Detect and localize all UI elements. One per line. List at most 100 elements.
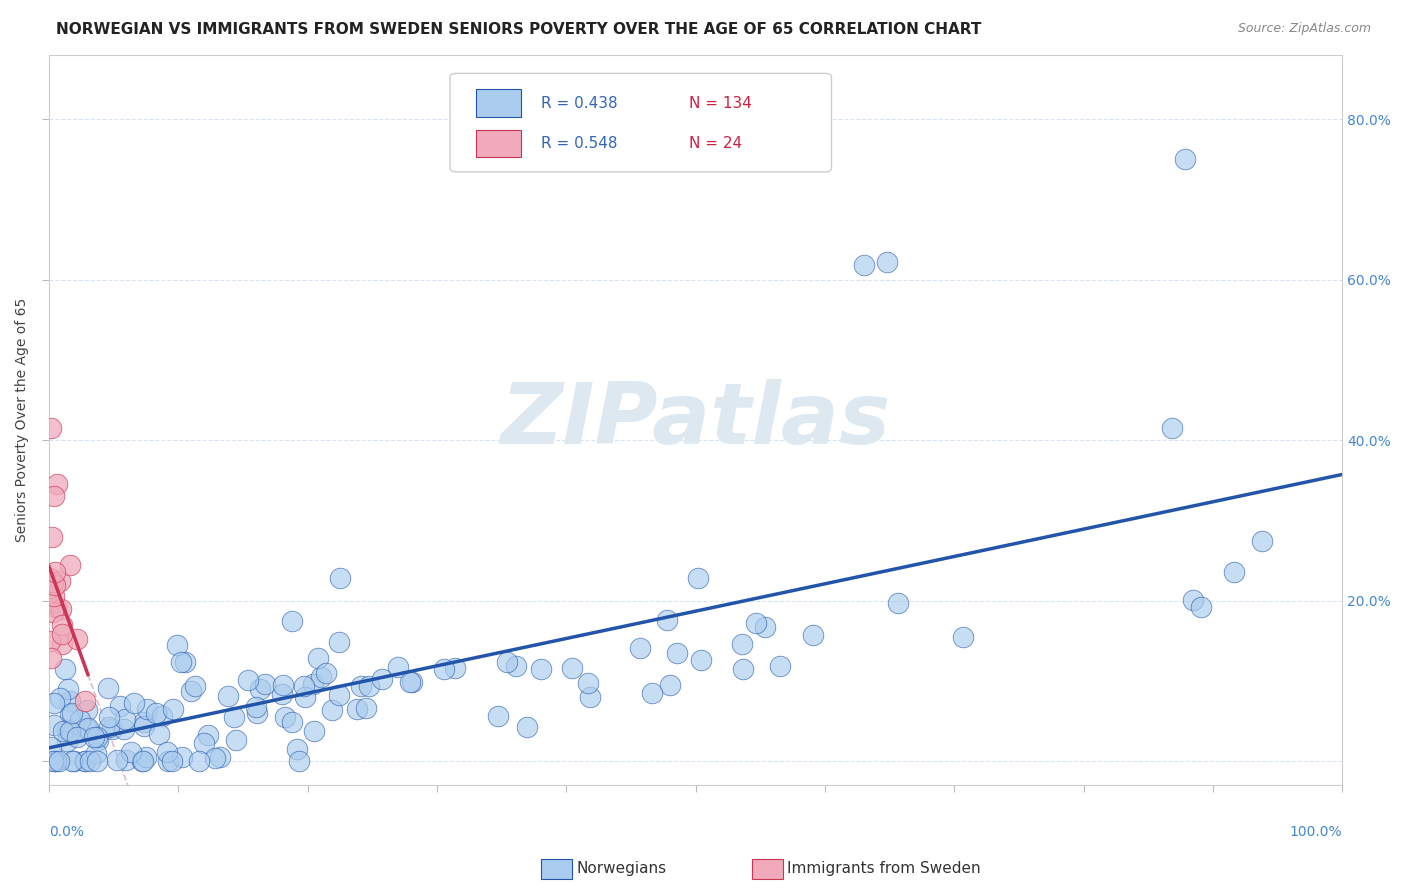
Point xyxy=(73,754,96,768)
Point xyxy=(73,754,96,768)
Point xyxy=(115,753,138,767)
Point xyxy=(120,745,142,759)
Point xyxy=(157,754,180,768)
Point xyxy=(51,627,73,641)
Point xyxy=(86,732,108,747)
Text: N = 24: N = 24 xyxy=(689,136,742,151)
Point xyxy=(49,574,72,589)
Point xyxy=(302,677,325,691)
Point xyxy=(112,722,135,736)
Point xyxy=(76,703,98,717)
Point xyxy=(101,722,124,736)
Point xyxy=(876,255,898,269)
Point xyxy=(281,715,304,730)
Point xyxy=(754,620,776,634)
Point xyxy=(579,690,602,705)
Point xyxy=(59,723,82,738)
Point xyxy=(659,677,682,691)
Point xyxy=(156,745,179,759)
Point xyxy=(39,421,62,435)
Point xyxy=(1173,153,1195,167)
Point xyxy=(496,655,519,669)
Point xyxy=(399,675,422,690)
Point xyxy=(86,746,108,760)
FancyBboxPatch shape xyxy=(475,129,522,157)
Point xyxy=(98,720,121,734)
Point xyxy=(134,719,156,733)
Text: R = 0.438: R = 0.438 xyxy=(540,95,617,111)
Point xyxy=(288,754,311,768)
Point xyxy=(1250,533,1272,548)
Text: Immigrants from Sweden: Immigrants from Sweden xyxy=(787,862,981,876)
Point xyxy=(731,637,754,651)
Point xyxy=(42,754,65,768)
Point xyxy=(354,701,377,715)
Point xyxy=(55,734,77,748)
Point xyxy=(1160,421,1182,435)
Point xyxy=(287,742,309,756)
Point xyxy=(86,730,108,744)
Point xyxy=(246,706,269,721)
Point xyxy=(135,750,157,764)
Point xyxy=(59,706,82,721)
Point xyxy=(193,736,215,750)
Point xyxy=(315,665,337,680)
Point xyxy=(184,679,207,693)
Point xyxy=(69,713,91,727)
Point xyxy=(187,754,209,768)
Point xyxy=(41,530,63,544)
Point xyxy=(561,661,583,675)
Text: R = 0.548: R = 0.548 xyxy=(540,136,617,151)
Point xyxy=(1223,566,1246,580)
Text: ZIPatlas: ZIPatlas xyxy=(501,378,891,462)
Point xyxy=(79,754,101,768)
Point xyxy=(45,477,67,491)
Point xyxy=(132,754,155,768)
Point xyxy=(744,615,766,630)
Point xyxy=(132,715,155,730)
Point xyxy=(38,571,60,585)
Text: Norwegians: Norwegians xyxy=(576,862,666,876)
Point xyxy=(686,571,709,585)
Point xyxy=(852,258,875,272)
Point xyxy=(122,696,145,710)
Point xyxy=(59,694,82,708)
Point xyxy=(49,602,72,616)
Point xyxy=(66,730,89,744)
Point xyxy=(733,662,755,676)
Point xyxy=(63,754,86,768)
Point xyxy=(346,702,368,716)
Point xyxy=(108,699,131,714)
Point xyxy=(97,681,120,695)
Point xyxy=(75,693,97,707)
Point xyxy=(328,634,350,648)
Point xyxy=(768,659,790,673)
Point xyxy=(349,679,371,693)
Point xyxy=(105,753,128,767)
Point xyxy=(83,730,105,744)
Point xyxy=(38,594,60,608)
Point xyxy=(225,732,247,747)
Point xyxy=(44,589,66,603)
Point xyxy=(530,662,553,676)
Point xyxy=(274,710,297,724)
Point xyxy=(48,754,70,768)
Point xyxy=(38,581,60,595)
Text: N = 134: N = 134 xyxy=(689,95,752,111)
Point xyxy=(42,605,65,619)
Point xyxy=(98,710,121,724)
Point xyxy=(245,700,267,714)
Point xyxy=(38,634,60,648)
Point xyxy=(222,710,245,724)
Point xyxy=(45,754,67,768)
Text: Source: ZipAtlas.com: Source: ZipAtlas.com xyxy=(1237,22,1371,36)
Point xyxy=(209,750,232,764)
Point xyxy=(576,676,599,690)
Point xyxy=(166,638,188,652)
Point xyxy=(114,713,136,727)
Point xyxy=(39,650,62,665)
Point xyxy=(690,652,713,666)
Text: 100.0%: 100.0% xyxy=(1289,825,1343,839)
Point xyxy=(60,706,83,720)
Point xyxy=(49,690,72,705)
